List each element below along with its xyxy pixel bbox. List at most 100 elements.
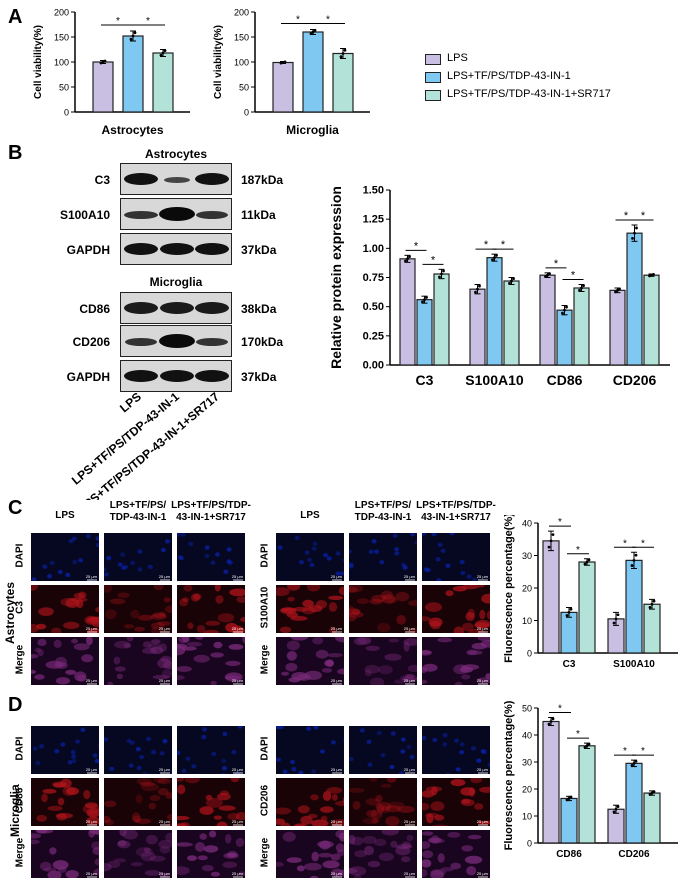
chart-d-fluorescence: 0 10 20 30 40 50 Fluorescence percentage(%) * * C… (503, 700, 678, 860)
svg-text:25 μm: 25 μm (232, 574, 244, 579)
wb-label-c3: C3 (94, 173, 110, 187)
y-tick-label-2: 20 (522, 584, 532, 594)
data-point-1-1-2 (634, 553, 638, 557)
if-row-label-0-1: C3 (14, 601, 26, 614)
data-point-0-1-2 (569, 795, 573, 799)
panel-letter-c: C (8, 497, 23, 519)
bar-3-0 (609, 289, 626, 366)
sig-star-1-0: * (623, 746, 627, 757)
data-point-0-1-0 (565, 614, 569, 617)
y-axis-label: Fluorescence percentage(%) (503, 700, 515, 850)
legend-item-sr717: LPS+TF/PS/TDP-43-IN-1+SR717 (425, 86, 685, 104)
sig-star-0-0: * (558, 703, 562, 714)
if-image-d-1-1-1: 25 μm (348, 777, 418, 827)
if-image-c-0-2-1: 25 μm (103, 636, 173, 686)
y-tick-label-4: 200 (54, 8, 69, 18)
data-point-0-1-1 (423, 298, 426, 302)
wb-kda-s100a10: 11kDa (241, 208, 276, 222)
sig-star-0-0: * (116, 16, 120, 27)
if-row-label-0-1: CD86 (14, 787, 26, 814)
if-image-d-0-2-1: 25 μm (103, 829, 173, 879)
data-point-1-2-0 (648, 793, 652, 796)
bar-0-1 (416, 299, 433, 366)
category-label-1: S100A10 (613, 659, 655, 670)
bar-0-0 (92, 61, 114, 113)
data-point-0-0-1 (549, 539, 553, 543)
sig-star-1-1: * (641, 746, 645, 757)
svg-text:25 μm: 25 μm (86, 678, 98, 683)
y-tick-label-3: 30 (522, 551, 532, 561)
svg-text:25 μm: 25 μm (331, 767, 343, 772)
y-tick-label-4: 40 (522, 519, 532, 529)
data-point-1-1-0 (630, 764, 634, 767)
if-image-c-1-0-0: 25 μm (275, 532, 345, 582)
if-image-d-0-1-1: 25 μm (103, 777, 173, 827)
if-col-head-0-0: LPS (55, 510, 75, 521)
if-image-d-1-2-2: 25 μm (421, 829, 491, 879)
bar-0-0 (542, 720, 560, 844)
y-axis-label: Cell viability(%) (213, 25, 224, 99)
category-label-0: C3 (416, 372, 434, 388)
data-point-0-1-0 (309, 32, 313, 35)
data-point-1-0-2 (616, 613, 620, 617)
data-point-1-0-0 (612, 621, 616, 625)
if-row-label-0-0: DAPI (14, 736, 26, 761)
svg-text:25 μm: 25 μm (86, 626, 98, 631)
y-tick-label-4: 40 (522, 731, 532, 741)
bar-0-1 (560, 611, 578, 654)
svg-text:25 μm: 25 μm (232, 626, 244, 631)
data-point-0-1-1 (567, 610, 571, 614)
data-point-1-2-0 (508, 281, 511, 285)
if-row-label-0-2: Merge (14, 644, 26, 675)
legend: LPS LPS+TF/PS/TDP-43-IN-1 LPS+TF/PS/TDP-… (425, 50, 685, 104)
sig-star-1-0: * (623, 538, 627, 549)
if-image-c-0-1-2: 25 μm (176, 584, 246, 634)
data-point-0-1-2 (313, 29, 317, 32)
legend-label-sr717: LPS+TF/PS/TDP-43-IN-1+SR717 (447, 88, 611, 100)
bar-1-1 (625, 762, 643, 844)
data-point-0-2-0 (159, 53, 163, 57)
wb-kda-gapdh-astro: 37kDa (241, 243, 277, 257)
if-image-d-0-1-2: 25 μm (176, 777, 246, 827)
svg-text:25 μm: 25 μm (159, 871, 171, 876)
data-point-1-2-1 (650, 791, 654, 795)
data-point-0-1-1 (567, 797, 571, 800)
sig-star-1-1: * (501, 239, 506, 251)
y-axis-label: Relative protein expression (328, 186, 344, 369)
bar-1-1 (625, 559, 643, 654)
if-image-c-1-2-1: 25 μm (348, 636, 418, 686)
data-point-1-1-1 (632, 558, 636, 562)
y-tick-label-4: 1.00 (363, 243, 384, 255)
wb-blot-gapdh-micro (120, 360, 232, 392)
sig-star-0-0: * (558, 517, 562, 528)
chart-a-astrocytes: 0 50 100 150 200 Cell viability(%) * * Astrocyte… (33, 8, 190, 137)
data-point-0-1-1 (131, 34, 135, 38)
bar-3-2 (643, 274, 660, 366)
data-point-0-2-0 (438, 275, 441, 279)
wb-label-gapdh-micro: GAPDH (66, 370, 110, 384)
y-tick-label-1: 10 (522, 616, 532, 626)
chart-b-protein-expression: 0.00 0.25 0.50 0.75 1.00 1.25 1.50 Relative pro… (328, 185, 670, 388)
data-point-0-1-2 (425, 296, 428, 299)
if-row-label-1-2: Merge (259, 644, 271, 675)
sig-star-0-1: * (146, 16, 150, 27)
if-col-head-1-2: LPS+TF/PS/TDP- 43-IN-1+SR717 (416, 500, 496, 523)
data-point-0-0-2 (103, 59, 107, 63)
sig-star-3-1: * (641, 210, 646, 222)
wb-lane-label-lps: LPS (117, 390, 144, 415)
chart-c-fluorescence: 0 10 20 30 40 Fluorescence percentage(%) * * C3 *… (503, 515, 678, 670)
sig-star-0-1: * (576, 729, 580, 740)
wb-blot-c3 (120, 163, 232, 195)
if-image-c-0-0-2: 25 μm (176, 532, 246, 582)
data-point-3-0-2 (618, 287, 621, 291)
sig-star-2-0: * (554, 258, 559, 270)
data-point-1-2-1 (510, 279, 513, 283)
data-point-1-1-1 (493, 256, 496, 260)
svg-text:25 μm: 25 μm (477, 678, 489, 683)
if-image-c-1-1-2: 25 μm (421, 584, 491, 634)
bar-2-1 (556, 309, 573, 366)
if-image-d-0-1-0: 25 μm (30, 777, 100, 827)
bar-0-2 (433, 273, 450, 366)
data-point-1-1-2 (495, 254, 498, 257)
svg-text:25 μm: 25 μm (477, 767, 489, 772)
